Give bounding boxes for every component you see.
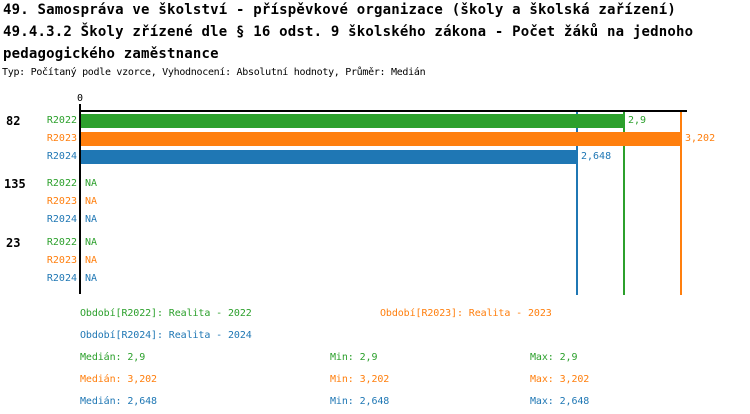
legend-period-r2023: Období[R2023]: Realita - 2023 <box>380 308 552 319</box>
legend-min-r2024: Min: 2,648 <box>330 396 390 407</box>
bar-value-label: NA <box>85 255 98 266</box>
group-label: 135 <box>4 177 26 191</box>
bar-row: R2023 3,202 <box>40 132 715 146</box>
legend-min-r2023: Min: 3,202 <box>330 374 390 385</box>
series-label-r2022: R2022 <box>46 237 77 248</box>
legend-min-r2022: Min: 2,9 <box>330 352 378 363</box>
page-title-line3: pedagogického zaměstnance <box>3 46 219 62</box>
chart-meta-line: Typ: Počítaný podle vzorce, Vyhodnocení:… <box>2 67 426 78</box>
bar-row: R2022 NA <box>40 177 97 191</box>
series-label-r2023: R2023 <box>46 255 77 266</box>
x-axis-line <box>79 110 687 112</box>
bar-row: R2024 NA <box>40 213 97 227</box>
bar-row: R2023 NA <box>40 195 97 209</box>
bar-r2022 <box>81 114 624 128</box>
median-line-r2022 <box>623 112 625 295</box>
bar-value-label: NA <box>85 178 98 189</box>
bar-row: R2022 NA <box>40 236 97 250</box>
series-label-r2022: R2022 <box>46 115 77 126</box>
median-line-r2024 <box>576 112 578 295</box>
series-label-r2023: R2023 <box>46 133 77 144</box>
legend-median-r2024: Medián: 2,648 <box>80 396 157 407</box>
bar-value-label: 2,9 <box>628 115 647 126</box>
bar-r2024 <box>81 150 577 164</box>
bar-row: R2024 NA <box>40 272 97 286</box>
page-title-line2: 49.4.3.2 Školy zřízené dle § 16 odst. 9 … <box>3 24 694 40</box>
series-label-r2024: R2024 <box>46 214 77 225</box>
legend-period-r2022: Období[R2022]: Realita - 2022 <box>80 308 252 319</box>
y-axis-line <box>79 104 81 294</box>
legend-period-r2024: Období[R2024]: Realita - 2024 <box>80 330 252 341</box>
group-label: 23 <box>6 236 21 250</box>
legend-max-r2023: Max: 3,202 <box>530 374 590 385</box>
legend-median-r2023: Medián: 3,202 <box>80 374 157 385</box>
bar-row: R2023 NA <box>40 254 97 268</box>
legend-max-r2024: Max: 2,648 <box>530 396 590 407</box>
page-title-line1: 49. Samospráva ve školství - příspěvkové… <box>3 2 677 18</box>
series-label-r2024: R2024 <box>46 273 77 284</box>
series-label-r2022: R2022 <box>46 178 77 189</box>
bar-value-label: NA <box>85 196 98 207</box>
group-label: 82 <box>6 114 21 128</box>
bar-r2023 <box>81 132 681 146</box>
bar-value-label: NA <box>85 237 98 248</box>
bar-row: R2024 2,648 <box>40 150 611 164</box>
bar-row: R2022 2,9 <box>40 114 646 128</box>
bar-value-label: 2,648 <box>581 151 612 162</box>
median-line-r2023 <box>680 112 682 295</box>
bar-value-label: 3,202 <box>685 133 716 144</box>
series-label-r2024: R2024 <box>46 151 77 162</box>
series-label-r2023: R2023 <box>46 196 77 207</box>
x-axis-zero-label: 0 <box>76 93 84 104</box>
legend-max-r2022: Max: 2,9 <box>530 352 578 363</box>
bar-value-label: NA <box>85 214 98 225</box>
bar-value-label: NA <box>85 273 98 284</box>
legend-median-r2022: Medián: 2,9 <box>80 352 146 363</box>
